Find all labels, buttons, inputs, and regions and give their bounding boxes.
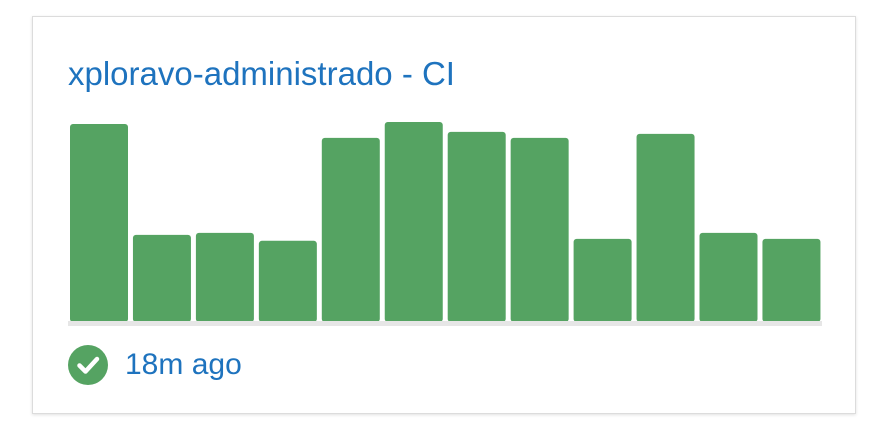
check-circle-icon: [68, 345, 108, 385]
build-bar-9[interactable]: [573, 238, 632, 322]
build-bar-2[interactable]: [132, 234, 191, 322]
build-bar-5[interactable]: [321, 137, 380, 322]
build-bar-10[interactable]: [636, 133, 695, 322]
last-build-status[interactable]: 18m ago: [68, 343, 242, 387]
build-bar-12[interactable]: [762, 238, 821, 322]
build-card: xploravo-administrado - CI 18m ago: [32, 16, 856, 414]
build-bar-1[interactable]: [70, 123, 128, 322]
bars-group: [70, 122, 821, 322]
build-bar-6[interactable]: [384, 122, 443, 322]
pipeline-title-link[interactable]: xploravo-administrado - CI: [68, 55, 455, 92]
last-build-time: 18m ago: [125, 348, 242, 381]
build-bar-11[interactable]: [699, 232, 758, 322]
build-bar-3[interactable]: [195, 232, 254, 322]
build-bar-8[interactable]: [510, 137, 569, 322]
build-bar-7[interactable]: [447, 131, 506, 322]
build-bar-4[interactable]: [258, 240, 317, 322]
